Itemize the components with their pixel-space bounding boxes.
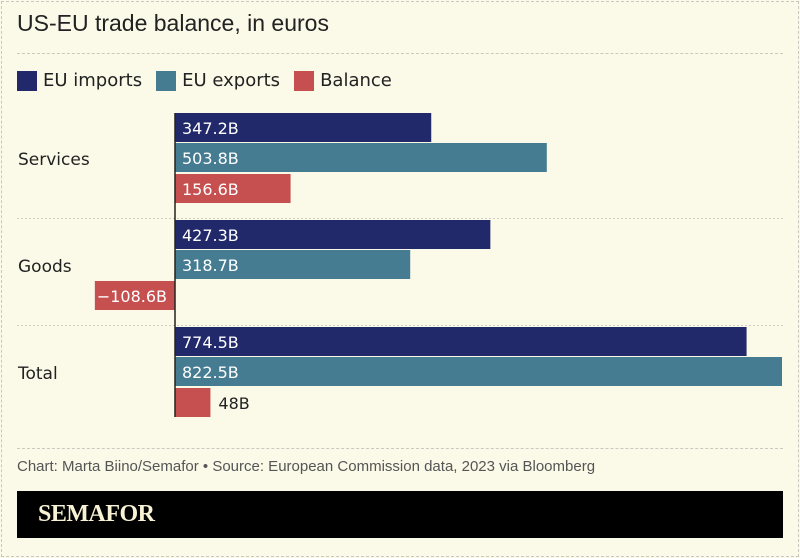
category-label: Goods (18, 257, 72, 277)
chart-title: US-EU trade balance, in euros (17, 10, 329, 36)
chart-credit: Chart: Marta Biino/Semafor • Source: Eur… (17, 458, 596, 475)
legend-swatch (294, 70, 315, 91)
bar-balance (175, 388, 211, 417)
bar-eu-imports (175, 113, 432, 142)
bar-eu-imports (175, 327, 747, 356)
bar-balance (175, 174, 291, 203)
legend-item-balance: Balance (294, 70, 392, 91)
brand-banner: SEMAFOR (17, 491, 783, 538)
category-label: Services (18, 150, 90, 170)
legend-swatch (17, 70, 37, 91)
bar-eu-exports (175, 357, 782, 386)
bar-balance (94, 281, 175, 310)
data-label: 318.7B (182, 256, 239, 275)
legend-item-exports: EU exports (156, 70, 280, 91)
divider (17, 53, 783, 54)
legend-label: EU imports (43, 70, 143, 91)
data-label: 347.2B (182, 119, 239, 138)
data-label: 822.5B (182, 363, 239, 382)
category-label: Total (17, 364, 58, 384)
data-label: 503.8B (182, 149, 239, 168)
data-label: 156.6B (182, 180, 239, 199)
bar-eu-exports (175, 143, 547, 172)
legend-swatch (156, 70, 177, 91)
legend-item-imports: EU imports (17, 70, 142, 91)
divider (17, 448, 783, 449)
brand-logo: SEMAFOR (38, 501, 155, 527)
legend: EU imports EU exports Balance (17, 70, 392, 91)
bar-eu-imports (175, 220, 491, 249)
legend-label: EU exports (182, 70, 281, 91)
data-label: 774.5B (182, 333, 239, 352)
data-label: 48B (218, 394, 249, 413)
data-label: 427.3B (182, 226, 239, 245)
data-label: −108.6B (97, 287, 167, 306)
legend-label: Balance (320, 70, 392, 91)
bar-eu-exports (175, 250, 411, 279)
